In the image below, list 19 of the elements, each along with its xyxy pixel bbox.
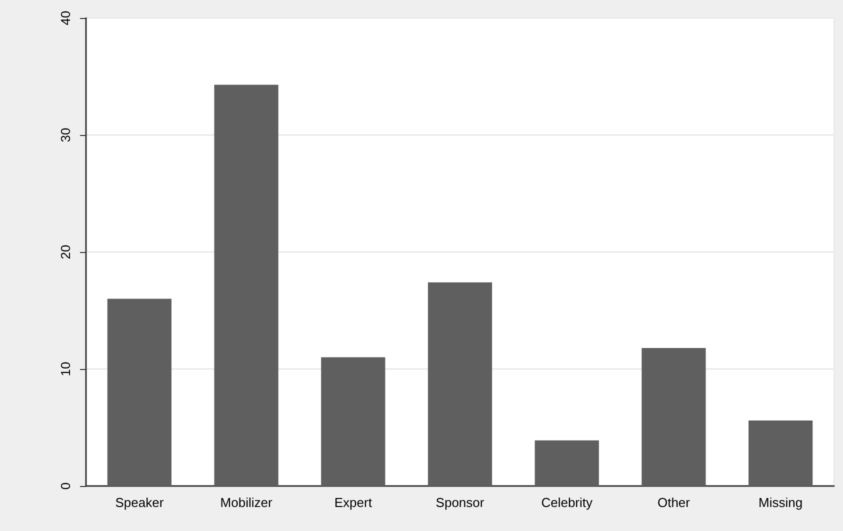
bar: [321, 357, 386, 486]
bar: [534, 440, 599, 486]
bar: [214, 84, 278, 486]
bar: [428, 282, 492, 486]
x-tick-label: Other: [657, 495, 691, 510]
x-tick-label: Expert: [334, 495, 372, 510]
bar: [642, 348, 706, 486]
y-tick-label: 0: [58, 482, 73, 490]
x-tick-label: Sponsor: [436, 495, 485, 510]
y-tick-label: 40: [58, 10, 73, 26]
x-tick-label: Missing: [758, 495, 803, 510]
y-tick-label: 30: [58, 128, 73, 142]
bar: [748, 420, 813, 486]
bar: [107, 298, 172, 486]
x-tick-label: Mobilizer: [220, 495, 273, 510]
x-tick-label: Speaker: [115, 495, 164, 510]
y-tick-label: 10: [58, 362, 73, 376]
y-tick-label: 20: [58, 244, 73, 260]
x-tick-label: Celebrity: [541, 495, 594, 510]
